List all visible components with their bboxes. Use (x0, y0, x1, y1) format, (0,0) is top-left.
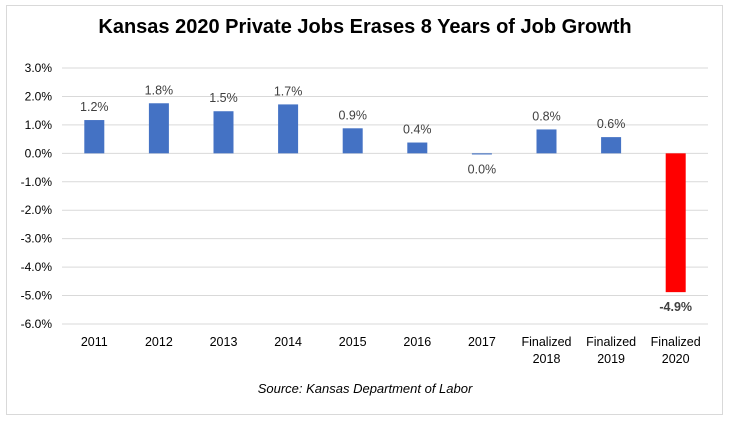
bar (665, 153, 686, 293)
source-note: Source: Kansas Department of Labor (257, 381, 473, 396)
x-tick-label: 2011 (81, 335, 108, 349)
data-label: 0.0% (468, 162, 497, 176)
x-tick-label: Finalized (586, 335, 636, 349)
bar (148, 103, 169, 154)
data-label: 1.8% (145, 83, 174, 97)
y-tick-label: -5.0% (21, 289, 53, 303)
bar (342, 128, 363, 154)
bar (601, 137, 622, 154)
x-tick-label: 2015 (339, 335, 367, 349)
x-tick-label: 2017 (468, 335, 496, 349)
bar (536, 129, 557, 154)
data-label: 0.4% (403, 123, 432, 137)
x-tick-label: 2012 (145, 335, 173, 349)
bar (471, 153, 492, 155)
y-tick-label: -4.0% (21, 260, 53, 274)
x-tick-label: 2018 (533, 352, 561, 366)
data-label: 0.8% (532, 109, 561, 123)
x-tick-label: Finalized (651, 335, 701, 349)
y-tick-label: -1.0% (21, 175, 53, 189)
x-tick-label: 2014 (274, 335, 302, 349)
y-tick-label: 3.0% (25, 61, 53, 75)
data-label: 0.6% (597, 117, 626, 131)
x-tick-label: 2013 (210, 335, 238, 349)
x-tick-label: 2020 (662, 352, 690, 366)
y-tick-label: -2.0% (21, 203, 53, 217)
data-label: 1.7% (274, 84, 303, 98)
bar (84, 120, 105, 154)
bar (407, 142, 428, 154)
data-label: 0.9% (338, 108, 367, 122)
x-tick-label: Finalized (521, 335, 571, 349)
data-label: 1.2% (80, 100, 109, 114)
data-label: -4.9% (659, 300, 692, 314)
y-tick-label: -3.0% (21, 232, 53, 246)
x-tick-label: 2016 (403, 335, 431, 349)
y-tick-label: -6.0% (21, 317, 53, 331)
x-tick-label: 2019 (597, 352, 625, 366)
y-tick-label: 0.0% (25, 146, 53, 160)
chart-title: Kansas 2020 Private Jobs Erases 8 Years … (98, 16, 632, 38)
data-label: 1.5% (209, 91, 238, 105)
y-tick-label: 1.0% (25, 118, 53, 132)
bar (213, 111, 234, 154)
y-tick-label: 2.0% (25, 89, 53, 103)
bar (278, 104, 299, 154)
